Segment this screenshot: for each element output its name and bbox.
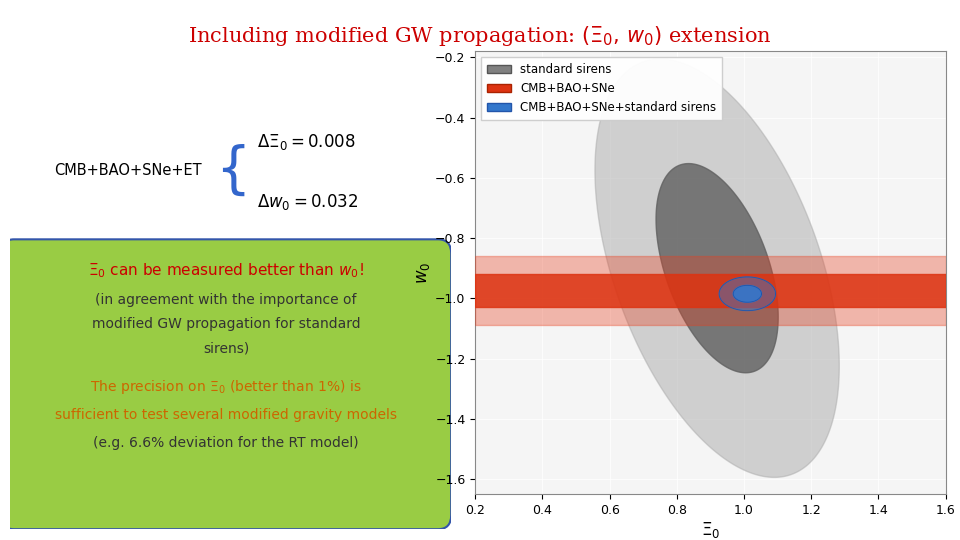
Polygon shape [595,59,839,477]
Text: (e.g. 6.6% deviation for the RT model): (e.g. 6.6% deviation for the RT model) [93,436,359,450]
Polygon shape [719,277,776,310]
Bar [475,274,946,307]
Polygon shape [733,285,761,302]
Text: {: { [215,144,251,198]
Y-axis label: $w_0$: $w_0$ [414,261,432,284]
Text: sirens): sirens) [203,341,249,355]
Text: $\Delta w_0 = 0.032$: $\Delta w_0 = 0.032$ [257,192,358,212]
Legend: standard sirens, CMB+BAO+SNe, CMB+BAO+SNe+standard sirens: standard sirens, CMB+BAO+SNe, CMB+BAO+SN… [481,57,722,120]
Polygon shape [656,164,779,373]
Bar [475,256,946,326]
Text: $\Delta\Xi_0 = 0.008$: $\Delta\Xi_0 = 0.008$ [257,132,355,152]
Text: (in agreement with the importance of: (in agreement with the importance of [95,293,357,307]
Text: sufficient to test several modified gravity models: sufficient to test several modified grav… [55,408,397,422]
Text: Including modified GW propagation: $(\Xi_0,\, w_0)$ extension: Including modified GW propagation: $(\Xi… [188,24,772,48]
Text: $\Xi_0$ can be measured better than $w_0$!: $\Xi_0$ can be measured better than $w_0… [88,261,364,280]
X-axis label: $\Xi_0$: $\Xi_0$ [701,519,720,539]
Text: CMB+BAO+SNe+ET: CMB+BAO+SNe+ET [54,163,202,178]
Text: modified GW propagation for standard: modified GW propagation for standard [91,317,360,331]
FancyBboxPatch shape [1,239,451,529]
Text: The precision on $\Xi_0$ (better than 1%) is: The precision on $\Xi_0$ (better than 1%… [90,377,362,396]
